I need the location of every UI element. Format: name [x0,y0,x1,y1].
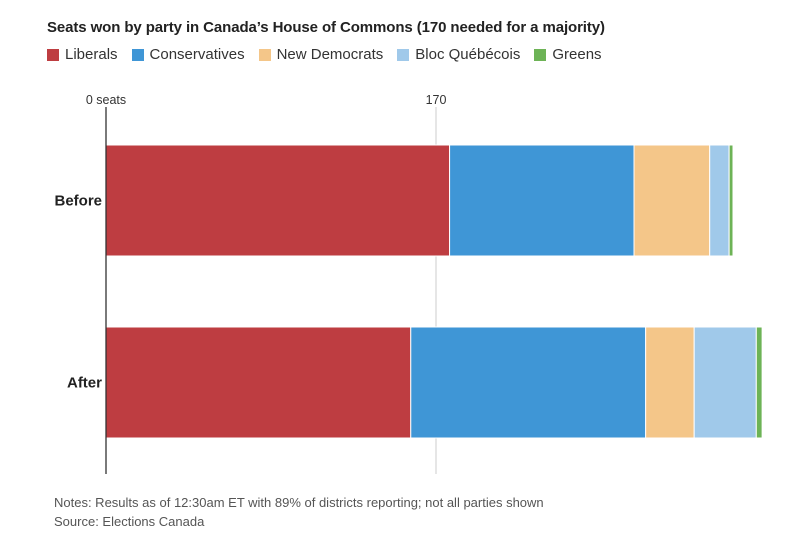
bar-after-greens [755,326,763,439]
legend-label-bloc: Bloc Québécois [415,46,521,63]
bar-after-new-democrats [645,326,695,439]
bar-after-liberals [105,326,412,439]
legend-swatch-liberals [47,48,59,61]
bar-after-conservatives [410,326,647,439]
legend: Liberals Conservatives New Democrats Blo… [47,46,616,63]
legend-label-new-democrats: New Democrats [276,46,384,63]
source-text: Source: Elections Canada [54,514,205,529]
legend-item-bloc: Bloc Québécois [397,46,520,63]
chart-footer: Notes: Results as of 12:30am ET with 89%… [54,493,544,531]
category-label-before: Before [54,193,102,210]
legend-label-greens: Greens [552,46,602,63]
legend-swatch-bloc [397,48,410,61]
bar-before-liberals [105,144,451,257]
notes-text: Notes: Results as of 12:30am ET with 89%… [54,495,544,510]
bar-before-bloc-qu-b-cois [709,144,730,257]
legend-swatch-greens [534,48,547,61]
legend-swatch-new-democrats [258,48,271,61]
legend-item-conservatives: Conservatives [131,46,245,63]
tick-label-170: 170 [426,93,447,107]
bar-after-bloc-qu-b-cois [693,326,757,439]
legend-label-liberals: Liberals [65,46,118,63]
legend-item-new-democrats: New Democrats [258,46,384,63]
bar-before-new-democrats [633,144,711,257]
category-label-after: After [67,375,102,392]
tick-label-0: 0 seats [86,93,126,107]
legend-swatch-conservatives [131,48,144,61]
bar-before-conservatives [449,144,635,257]
chart-title: Seats won by party in Canada’s House of … [47,19,605,36]
bar-before-greens [728,144,734,257]
legend-item-liberals: Liberals [47,46,118,63]
legend-item-greens: Greens [534,46,602,63]
legend-label-conservatives: Conservatives [149,46,245,63]
